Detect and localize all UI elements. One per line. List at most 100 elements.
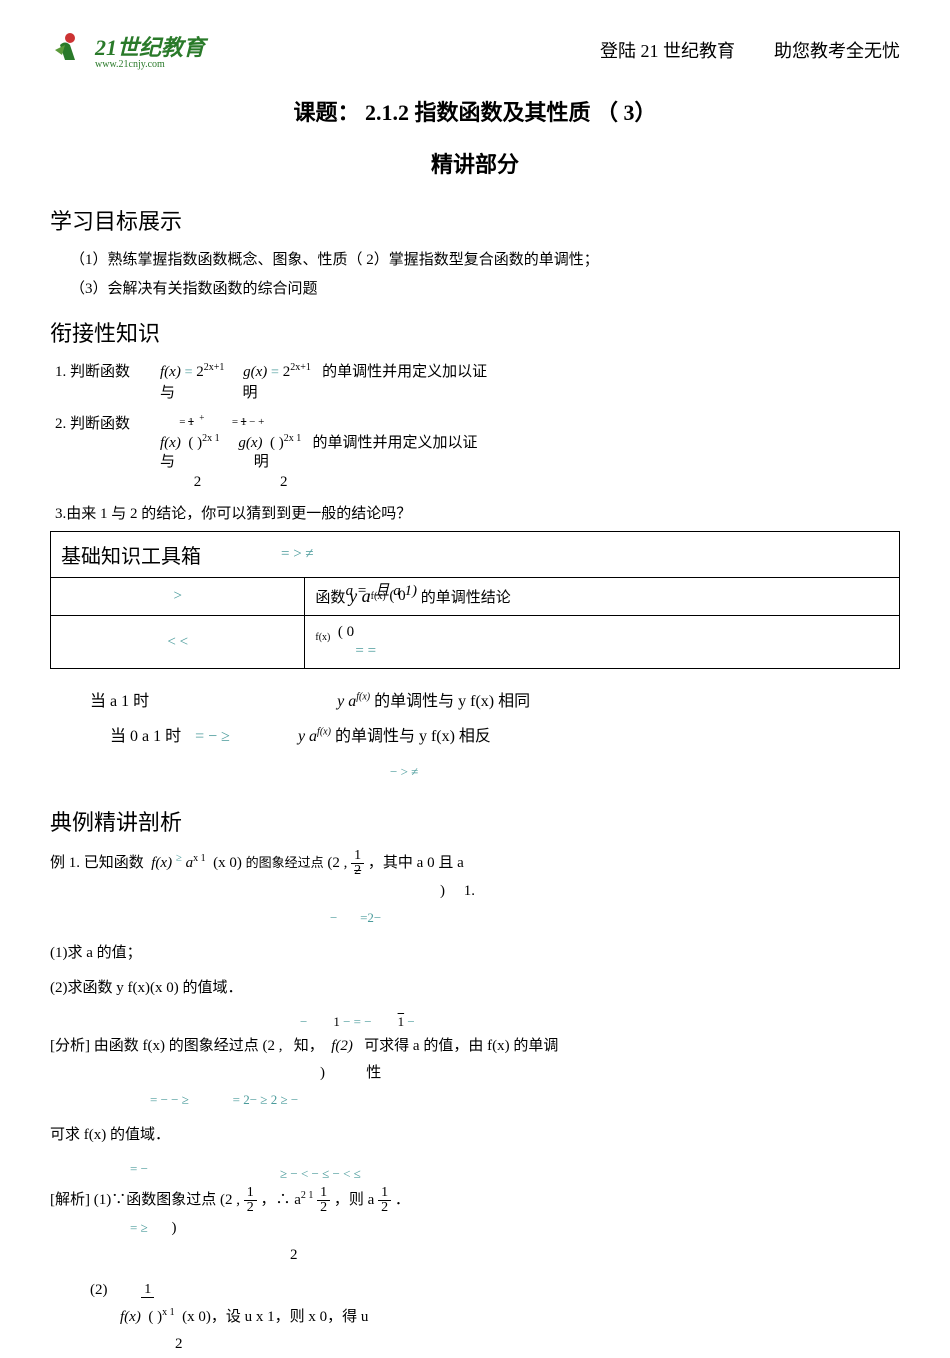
section-1-line-1: （1）熟练掌握指数函数概念、图象、性质（ 2）掌握指数型复合函数的单调性；: [70, 248, 900, 272]
ex1-exp: x 1: [193, 853, 206, 864]
r1-syms: = > ≠: [281, 546, 314, 563]
sol-s2: ≥ − < − ≤ − < ≤: [280, 1162, 900, 1185]
at-syms: = − ≥: [195, 728, 230, 745]
table-row-3: < < f(x) ( 0 = =: [51, 616, 899, 668]
table-r1: 基础知识工具箱 = > ≠: [51, 532, 899, 577]
logo-icon: [50, 30, 90, 70]
problem-2-label: 2. 判断函数: [50, 412, 160, 433]
at-1c: 的单调性与 y f(x) 相同: [374, 693, 530, 710]
section-2-heading: 衔接性知识: [50, 316, 900, 348]
r3-fx: f(x): [315, 632, 330, 643]
p2-gx: g(x): [238, 435, 262, 451]
p1-fx: f(x): [160, 364, 181, 380]
p2-label: (2): [90, 1282, 108, 1298]
ex1-tail: ，其中 a 0 且 a: [368, 855, 464, 871]
p1-base: 2: [196, 364, 204, 380]
logo-text-block: 21世纪教育 www.21cnjy.com: [95, 30, 205, 70]
p2-paren: ( ): [148, 1309, 162, 1325]
r2-t5: 论: [496, 586, 511, 607]
ex1-tail2: 1.: [464, 883, 475, 899]
r2-t4: 的单调性结: [421, 586, 496, 607]
p2-exp: 2x 1: [202, 433, 220, 444]
at-syms2: − > ≠: [390, 764, 418, 779]
p2-tail: 的单调性并用定义加以证: [312, 435, 477, 451]
ex1-label: 例 1. 已知函数: [50, 855, 144, 871]
ex1-f: f(x): [151, 855, 172, 871]
ex1-num: 1: [351, 849, 364, 864]
header-right-text: 登陆 21 世纪教育 助您教考全无忧: [600, 37, 900, 63]
range: 可求 f(x) 的值域．: [50, 1122, 900, 1149]
p2-f: f(x): [120, 1309, 141, 1325]
ana-syms: = − − ≥: [150, 1092, 189, 1107]
section-1-line-2: （3）会解决有关指数函数的综合问题: [70, 277, 900, 301]
r3-right: f(x) ( 0 = =: [305, 616, 899, 668]
p2-base: 2: [175, 1336, 183, 1352]
logo-text: 21世纪教育: [95, 35, 205, 60]
lesson-title: 课题： 2.1.2 指数函数及其性质 （ 3）: [50, 95, 900, 127]
ex1-cond: (x 0): [213, 855, 242, 871]
sol-t2: ，则 a: [334, 1192, 374, 1208]
p1-and: 与: [160, 385, 175, 401]
sol-pt: (2 ,: [220, 1192, 240, 1208]
r2-left-sym: >: [173, 588, 181, 605]
p2-base2: 2: [280, 474, 288, 490]
p2-base1: 2: [194, 474, 202, 490]
r2-left: >: [51, 578, 305, 615]
r2-t3: a =, 且 a 1): [346, 579, 417, 600]
p1-exp2: 2x+1: [290, 362, 311, 373]
r3-left-sym: < <: [167, 634, 188, 651]
problem-2-formula: = 1 + = 1 − + f(x) ( )2x 1 g(x) ( )2x 1 …: [160, 412, 478, 492]
after-line-1: 当 a 1 时 y af(x) 的单调性与 y f(x) 相同: [90, 684, 900, 719]
problem-3: 3.由来 1 与 2 的结论，你可以猜到到更一般的结论吗？: [55, 502, 900, 526]
logo-url: www.21cnjy.com: [95, 59, 205, 70]
table-row-1: 基础知识工具箱 = > ≠: [51, 532, 899, 578]
header-text-1: 登陆 21 世纪教育: [600, 41, 735, 61]
ana-syms2: = 2− ≥ 2 ≥ −: [233, 1092, 299, 1107]
toolbox-title: 基础知识工具箱: [61, 540, 201, 569]
r3-left: < <: [51, 616, 305, 668]
sol-s3: = ≥: [130, 1220, 148, 1235]
p2-and: 与: [160, 454, 175, 470]
at-2c: 的单调性与 y f(x) 相反: [335, 728, 491, 745]
at-2b: y a: [298, 728, 317, 745]
problem-1: 1. 判断函数 f(x) = 22x+1 g(x) = 22x+1 的单调性并用…: [50, 360, 900, 402]
problem-1-label: 1. 判断函数: [50, 360, 160, 381]
p2-cond: (x 0)，设 u x 1，则 x 0，得 u: [182, 1309, 368, 1325]
p1-exp1: 2x+1: [204, 362, 225, 373]
ex1-pt: (2 ,: [327, 855, 347, 871]
problem-2: 2. 判断函数 = 1 + = 1 − + f(x) ( )2x 1 g(x) …: [50, 412, 900, 492]
at-exp1: f(x): [356, 692, 370, 703]
p2-ming: 明: [254, 454, 269, 470]
ana-pt: (2 ,: [262, 1038, 282, 1054]
r2-t1: 函数: [315, 586, 345, 607]
sol-t3: ．: [395, 1192, 410, 1208]
part2: (2) 1 f(x) ( )x 1 (x 0)，设 u x 1，则 x 0，得 …: [90, 1277, 900, 1358]
after-table-block: 当 a 1 时 y af(x) 的单调性与 y f(x) 相同 当 0 a 1 …: [90, 684, 900, 790]
analysis: − 1 − = − 1 − [分析] 由函数 f(x) 的图象经过点 (2 , …: [50, 1010, 900, 1114]
logo: 21世纪教育 www.21cnjy.com: [50, 30, 205, 70]
after-line-2: 当 0 a 1 时 = − ≥ y af(x) 的单调性与 y f(x) 相反 …: [90, 719, 900, 789]
p2-fx: f(x): [160, 435, 181, 451]
at-exp2: f(x): [317, 727, 331, 738]
example-1: 例 1. 已知函数 f(x) ≥ ax 1 (x 0) 的图象经过点 (2 , …: [50, 849, 900, 932]
sol-label: [解析] (1)∵函数图象过点: [50, 1192, 216, 1208]
ex1-den: 2: [351, 864, 364, 878]
section-3-heading: 典例精讲剖析: [50, 805, 900, 837]
sol-t1: ，∴ a: [260, 1192, 300, 1208]
ana-zhi: 知，: [294, 1038, 324, 1054]
p1-gx: g(x): [243, 364, 267, 380]
ana-f2: f(2): [331, 1038, 353, 1054]
toolbox-table: 基础知识工具箱 = > ≠ > 函数 y a f(x) ( 0 a =, 且 a…: [50, 531, 900, 669]
table-row-2: > 函数 y a f(x) ( 0 a =, 且 a 1) 的单调性结 论: [51, 578, 899, 616]
ana-label: [分析] 由函数 f(x) 的图象经过点: [50, 1038, 259, 1054]
ana-xing: 性: [366, 1065, 381, 1081]
r3-eq: = =: [355, 643, 376, 660]
section-1-heading: 学习目标展示: [50, 204, 900, 236]
lesson-subtitle: 精讲部分: [50, 147, 900, 179]
at-1a: 当 a 1 时: [90, 693, 149, 710]
at-1b: y a: [337, 693, 356, 710]
r3-paren: ( 0: [338, 624, 354, 640]
solution: = − ≥ − < − ≤ − < ≤ [解析] (1)∵函数图象过点 (2 ,…: [50, 1157, 900, 1269]
p2-num: 1: [141, 1283, 154, 1298]
q2: (2)求函数 y f(x)(x 0) 的值域．: [50, 975, 900, 1002]
